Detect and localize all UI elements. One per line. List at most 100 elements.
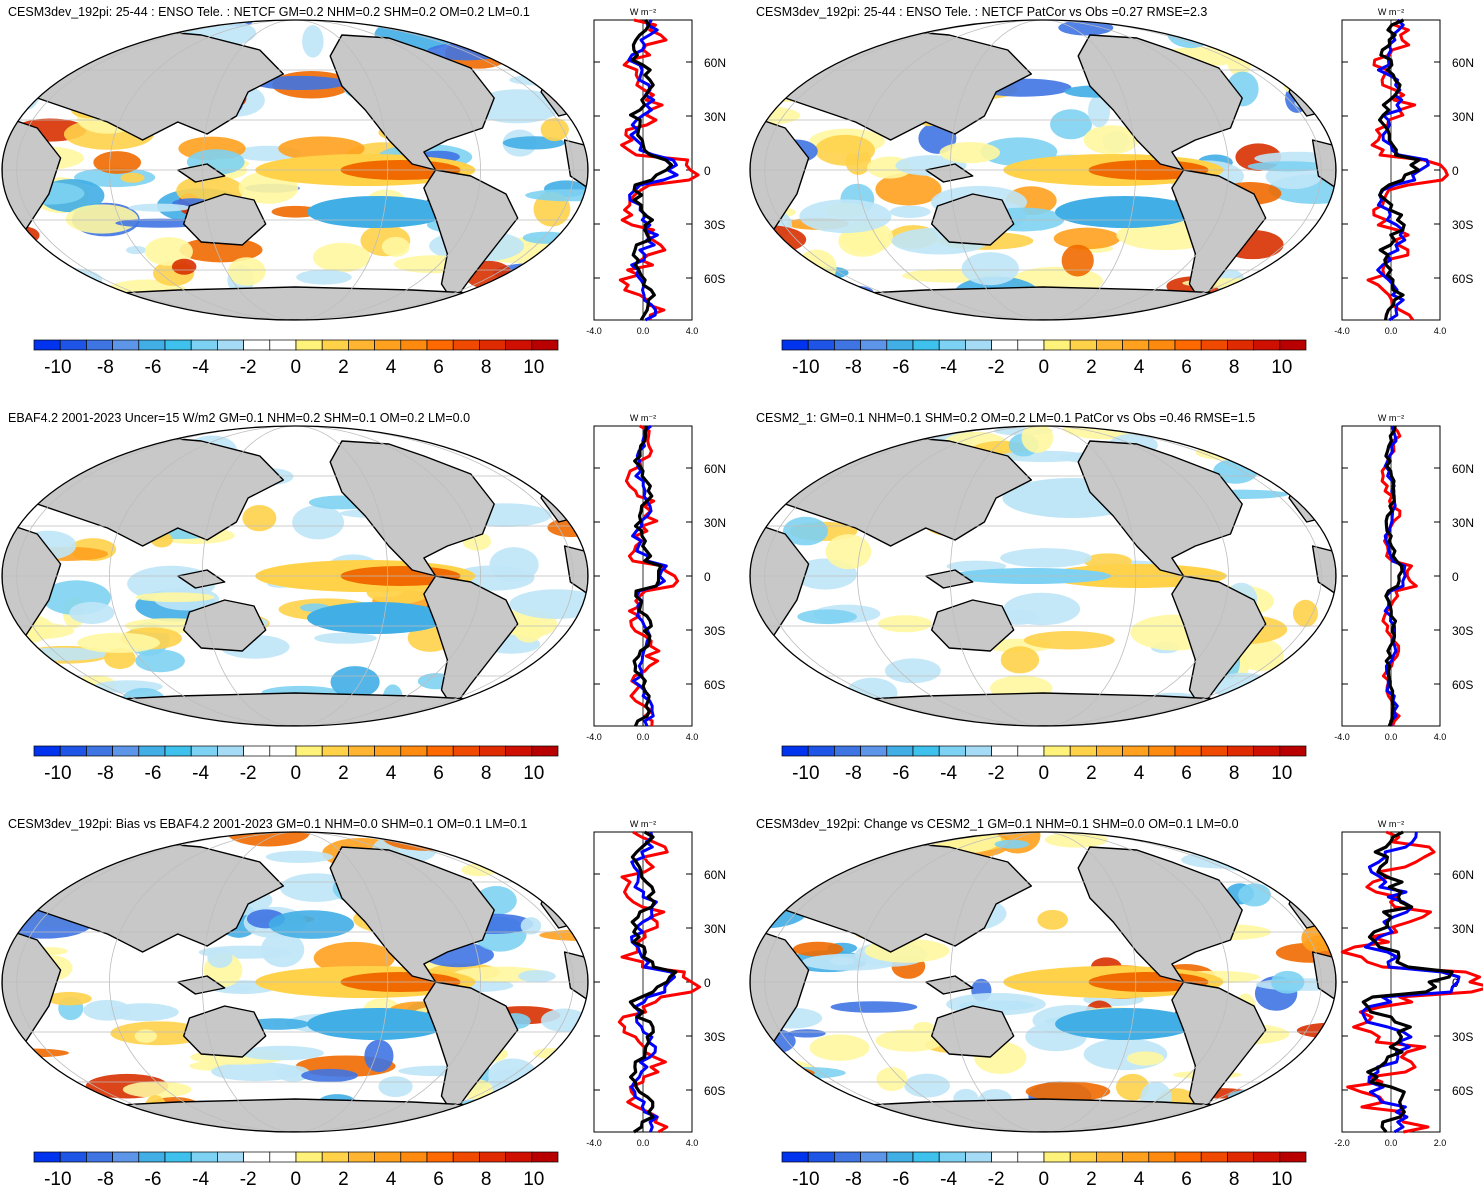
colorbar-label: -6 — [145, 763, 162, 784]
lat-label: 60S — [704, 272, 725, 286]
colorbar-label: -4 — [940, 763, 957, 784]
colorbar-cell — [348, 1151, 375, 1163]
colorbar-cell — [1253, 1151, 1281, 1163]
colorbar-label: 8 — [1229, 763, 1240, 784]
colorbar-label: 2 — [338, 357, 349, 378]
land-mass — [183, 193, 267, 246]
lat-label: 60N — [1452, 868, 1474, 882]
x-tick-label: 4.0 — [686, 1138, 699, 1148]
colorbar-cell — [33, 745, 61, 757]
colorbar-label: -8 — [845, 1169, 862, 1187]
zonal-mean-plot: W m⁻² 60N 30N 0 30S 60S -4.0 0.0 4.0 — [586, 7, 726, 336]
colorbar-cell — [164, 1151, 192, 1163]
colorbar-label: -8 — [845, 357, 862, 378]
colorbar-label: -4 — [192, 763, 209, 784]
colorbar-cell — [112, 339, 140, 351]
colorbar-cell — [886, 1151, 914, 1163]
colorbar-cell — [1069, 1151, 1097, 1163]
lat-label: 60N — [704, 868, 726, 882]
colorbar-label: 6 — [1181, 1169, 1192, 1187]
lat-label: 30S — [1452, 624, 1473, 638]
land-mass — [563, 951, 588, 1001]
land-mass — [1311, 139, 1336, 189]
zonal-curve — [1360, 831, 1461, 1134]
lat-label: 30N — [1452, 922, 1474, 936]
map-field — [2, 832, 588, 1132]
x-tick-label: 4.0 — [686, 326, 699, 336]
zonal-mean-plot: W m⁻² 60N 30N 0 30S 60S -4.0 0.0 4.0 — [1334, 413, 1474, 742]
colorbar-cell — [400, 745, 428, 757]
land-mass — [563, 545, 588, 595]
colorbar-cell — [912, 745, 940, 757]
panel-title: CESM3dev_192pi: 25-44 : ENSO Tele. : NET… — [756, 5, 1207, 19]
colorbar-label: -10 — [44, 763, 71, 784]
colorbar-cell — [1253, 339, 1281, 351]
lat-label: 60N — [704, 462, 726, 476]
colorbar-label: 4 — [386, 357, 397, 378]
map-panel: CESM3dev_192pi: 25-44 : ENSO Tele. : NET… — [749, 5, 1474, 378]
colorbar-label: 2 — [338, 763, 349, 784]
colorbar: -10 -8 -6 -4 -2 0 2 4 6 8 10 — [781, 339, 1307, 378]
land-mass — [329, 34, 495, 171]
land-mass — [925, 163, 974, 183]
colorbar-cell — [138, 1151, 166, 1163]
map-border — [749, 19, 1337, 321]
colorbar-cell — [479, 1151, 506, 1163]
colorbar-label: -2 — [988, 1169, 1005, 1187]
colorbar-cell — [86, 1151, 113, 1163]
colorbar-cell — [426, 745, 454, 757]
map-border — [1, 19, 589, 321]
colorbar-label: -4 — [192, 357, 209, 378]
zonal-curve — [1361, 830, 1454, 1134]
lat-label: 30N — [704, 922, 726, 936]
lat-label: 30N — [1452, 110, 1474, 124]
colorbar-cell — [400, 339, 428, 351]
map-panel: CESM2_1: GM=0.1 NHM=0.1 SHM=0.2 OM=0.2 L… — [749, 411, 1474, 784]
land-mass — [329, 440, 495, 577]
colorbar-cell — [269, 745, 297, 757]
colorbar-cell — [531, 745, 559, 757]
colorbar-cell — [912, 1151, 940, 1163]
map-field — [750, 20, 1336, 320]
colorbar-label: -10 — [792, 763, 819, 784]
land-mass — [925, 569, 974, 589]
colorbar-cell — [1200, 745, 1228, 757]
lat-label: 30S — [704, 624, 725, 638]
colorbar-label: -4 — [940, 357, 957, 378]
lat-label: 30S — [704, 218, 725, 232]
colorbar-label: -8 — [97, 357, 114, 378]
colorbar-cell — [295, 745, 323, 757]
colorbar-cell — [33, 1151, 61, 1163]
land-mass — [1241, 28, 1290, 63]
colorbar-label: 0 — [291, 1169, 302, 1187]
x-tick-label: 0.0 — [637, 326, 650, 336]
land-mass — [750, 927, 810, 1043]
land-mass — [1077, 34, 1243, 171]
land-mass — [493, 28, 542, 63]
zonal-curve — [631, 424, 668, 727]
map-border — [1, 425, 589, 727]
colorbar-label: -6 — [893, 357, 910, 378]
colorbar: -10 -8 -6 -4 -2 0 2 4 6 8 10 — [33, 339, 559, 378]
colorbar-label: 10 — [523, 763, 544, 784]
land-mass — [807, 286, 1279, 320]
x-tick-label: -4.0 — [1334, 326, 1350, 336]
colorbar-label: 4 — [386, 1169, 397, 1187]
colorbar-cell — [860, 745, 888, 757]
land-mass — [59, 692, 531, 726]
map-panel: CESM3dev_192pi: Change vs CESM2_1 GM=0.1… — [749, 817, 1483, 1190]
colorbar-label: 4 — [1134, 357, 1145, 378]
zonal-unit-label: W m⁻² — [630, 413, 656, 423]
colorbar-cell — [1174, 745, 1202, 757]
colorbar-cell — [505, 339, 533, 351]
colorbar-label: -6 — [893, 763, 910, 784]
zonal-mean-plot: W m⁻² 60N 30N 0 30S 60S -4.0 0.0 4.0 — [1334, 7, 1474, 336]
colorbar-cell — [886, 339, 914, 351]
colorbar-label: -2 — [240, 357, 257, 378]
x-tick-label: -4.0 — [1334, 732, 1350, 742]
colorbar-cell — [269, 1151, 297, 1163]
colorbar-label: 6 — [433, 1169, 444, 1187]
colorbar-cell — [348, 745, 375, 757]
colorbar-cell — [991, 339, 1019, 351]
